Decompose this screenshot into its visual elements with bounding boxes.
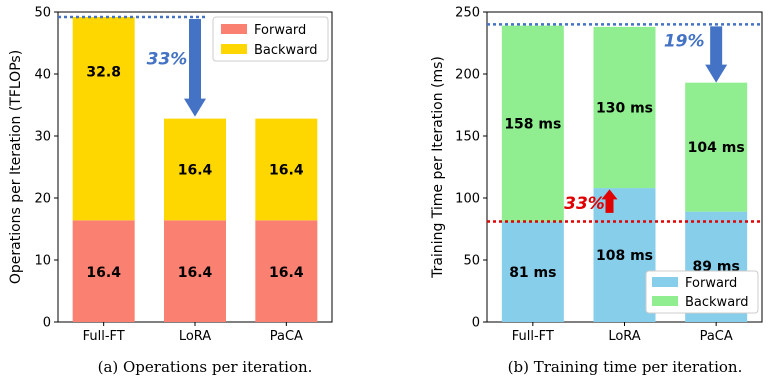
x-tick-label: PaCA [270,329,303,344]
bar-backward-paca [685,82,748,212]
legend-swatch [221,24,247,34]
backward-value-label: 16.4 [269,162,304,178]
y-axis-label: Training Time per Iteration (ms) [430,56,446,279]
increase-annotation: 33% [564,194,605,214]
chart-panel-a: 0 10 20 30 40 50 Operations per Iteration (TFL… [8,6,333,376]
bar-forward-paca [255,220,318,322]
y-tick-label: 10 [34,254,51,269]
backward-value-label: 130 ms [596,100,653,116]
bar-backward-full-ft [72,16,135,221]
backward-value-label: 158 ms [504,117,561,133]
bar-forward-full-ft [72,220,135,322]
bar-backward-paca [255,118,318,221]
legend: Forward Backward [212,16,329,62]
chart-panel-b: 0 50 100 150 200 250 Training Time per Iterati… [430,6,763,376]
backward-value-label: 32.8 [86,65,121,81]
legend-swatch [652,296,678,306]
y-tick-label: 40 [34,68,51,83]
increase-arrow [601,189,618,213]
bar-forward-full-ft [501,221,564,322]
forward-value-label: 16.4 [178,265,213,281]
y-tick-label: 50 [34,6,51,21]
backward-value-label: 104 ms [688,140,745,156]
caption: (a) Operations per iteration. [98,358,313,376]
y-tick-label: 150 [455,130,480,145]
bar-backward-lora [593,26,656,189]
y-tick-label: 30 [34,130,51,145]
bar-backward-full-ft [501,25,564,222]
forward-value-label: 16.4 [269,265,304,281]
y-tick-label: 0 [472,316,480,331]
legend-label: Forward [685,276,737,291]
legend-label: Backward [254,43,318,58]
bar-forward-lora [593,188,656,322]
x-tick-label: Full-FT [83,329,125,344]
y-tick-label: 100 [455,192,480,207]
x-tick-label: LoRA [179,329,211,344]
legend-swatch [652,277,678,287]
legend-label: Backward [685,295,749,310]
reduction-annotation: 19% [664,32,705,52]
x-tick-label: LoRA [608,329,640,344]
y-tick-label: 250 [455,6,480,21]
x-tick-label: PaCA [700,329,733,344]
y-tick-label: 0 [43,316,51,331]
bar-forward-lora [164,220,226,322]
reduction-arrow [184,18,206,117]
forward-value-label: 16.4 [86,265,121,281]
y-axis-label: Operations per Iteration (TFLOPs) [8,50,24,284]
x-tick-label: Full-FT [512,329,554,344]
backward-value-label: 16.4 [178,162,213,178]
y-tick-label: 20 [34,192,51,207]
forward-value-label: 108 ms [596,248,653,264]
bar-backward-lora [164,118,226,221]
y-tick-label: 200 [455,68,480,83]
reduction-arrow [705,26,728,83]
caption: (b) Training time per iteration. [508,358,743,376]
y-tick-label: 50 [463,254,480,269]
forward-value-label: 81 ms [509,265,556,281]
legend-swatch [221,44,247,54]
reduction-annotation: 33% [147,50,188,70]
legend: Forward Backward [645,270,759,314]
legend-label: Forward [254,23,306,38]
